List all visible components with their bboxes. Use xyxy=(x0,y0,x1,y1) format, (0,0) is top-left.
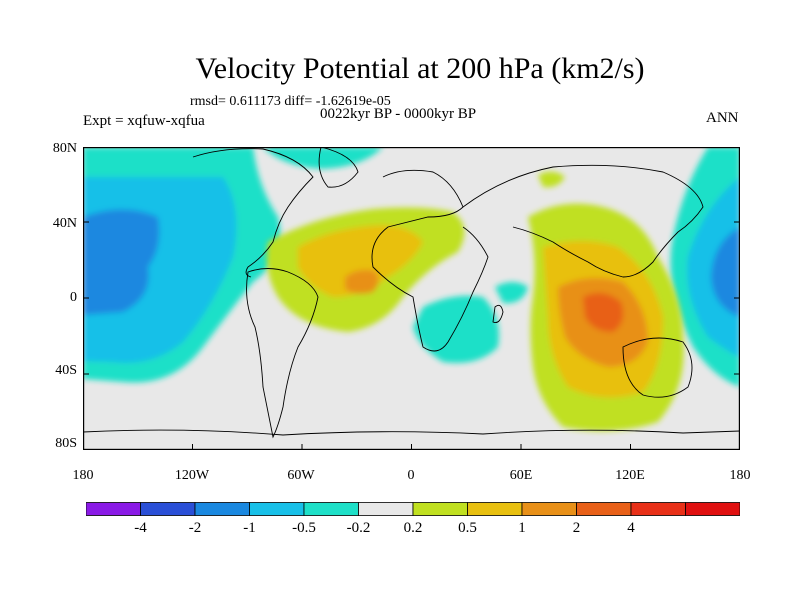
lat-label-80s: 80S xyxy=(55,436,77,451)
lon-label-60e: 60E xyxy=(509,468,533,483)
colorbar-label: -2 xyxy=(188,520,202,536)
positive-anomaly-indo-pacific xyxy=(528,171,684,431)
colorbar-swatch xyxy=(140,502,196,516)
lat-label-80n: 80N xyxy=(52,141,77,156)
lon-label-60w: 60W xyxy=(287,468,315,483)
lat-label-40s: 40S xyxy=(55,363,77,378)
negative-anomaly-south-atlantic xyxy=(413,282,528,363)
colorbar-label: 1 xyxy=(518,520,526,536)
colorbar-label: -4 xyxy=(134,520,147,536)
colorbar-label: 0.5 xyxy=(458,520,477,536)
europe-africa-outline xyxy=(371,169,489,352)
colorbar-label: 2 xyxy=(572,520,581,536)
colorbar-swatch xyxy=(86,502,141,516)
season-label: ANN xyxy=(706,110,739,126)
positive-anomaly-atlantic-africa xyxy=(266,207,465,332)
coastlines xyxy=(83,147,740,439)
period-label: 0022kyr BP - 0000kyr BP xyxy=(320,106,477,122)
axis-ticks xyxy=(83,147,740,450)
colorbar-swatch xyxy=(249,502,305,516)
lon-label-120w: 120W xyxy=(174,468,210,483)
lon-label-180e: 180 xyxy=(729,468,751,483)
colorbar-swatch xyxy=(358,502,414,516)
colorbar-swatch xyxy=(576,502,632,516)
colorbar-swatch xyxy=(467,502,523,516)
velocity-potential-map xyxy=(83,147,740,450)
madagascar-outline xyxy=(492,304,504,323)
colorbar-label: -1 xyxy=(243,520,256,536)
negative-anomaly-pacific-west xyxy=(83,147,281,383)
colorbar-swatch xyxy=(685,502,740,516)
colorbar-swatch xyxy=(194,502,250,516)
colorbar-swatch xyxy=(630,502,686,516)
lon-label-120e: 120E xyxy=(615,468,645,483)
experiment-label: Expt = xqfuw-xqfua xyxy=(83,113,205,129)
colorbar-label: -0.2 xyxy=(346,520,371,536)
south-america-outline xyxy=(246,268,319,439)
lat-label-40n: 40N xyxy=(52,216,77,231)
lon-label-180w: 180 xyxy=(72,468,94,483)
asia-outline xyxy=(462,164,704,278)
negative-anomaly-pacific-east xyxy=(670,147,740,387)
colorbar xyxy=(86,502,740,516)
colorbar-swatch xyxy=(303,502,359,516)
lon-label-0: 0 xyxy=(407,468,415,483)
colorbar-swatch xyxy=(521,502,577,516)
colorbar-label: -0.5 xyxy=(292,520,316,536)
rmsd-diff-stats: rmsd= 0.611173 diff= -1.62619e-05 xyxy=(190,94,391,109)
north-america-outline xyxy=(192,148,314,278)
colorbar-label: 4 xyxy=(627,520,635,536)
greenland-outline xyxy=(318,147,359,188)
map-title: Velocity Potential at 200 hPa (km2/s) xyxy=(195,52,645,85)
antarctica-outline xyxy=(83,429,740,436)
australia-outline xyxy=(622,337,693,398)
lat-label-equator: 0 xyxy=(70,290,77,305)
colorbar-swatch xyxy=(412,502,468,516)
colorbar-label: 0.2 xyxy=(403,520,423,536)
